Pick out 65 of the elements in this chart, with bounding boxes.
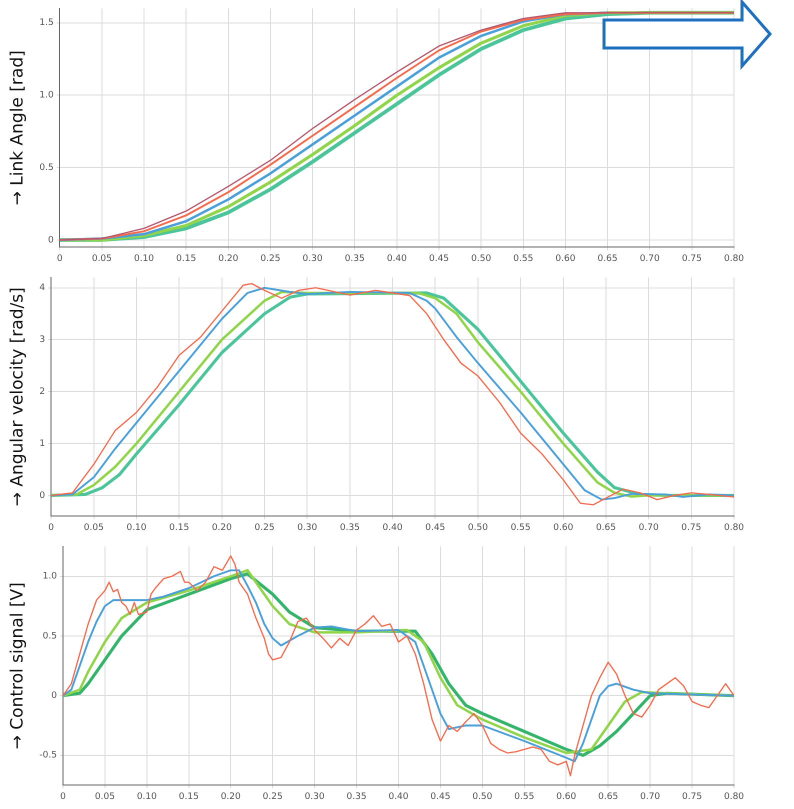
x-tick-label: 0 bbox=[60, 792, 66, 802]
x-tick-label: 0.35 bbox=[346, 792, 367, 802]
x-tick-label: 0.30 bbox=[304, 792, 325, 802]
x-tick-label: 0.60 bbox=[556, 792, 577, 802]
x-tick-label: 0.65 bbox=[596, 522, 616, 533]
y-tick-label: 1.5 bbox=[39, 18, 54, 28]
x-tick-label: 0.10 bbox=[126, 522, 147, 533]
y-tick-label: -0.5 bbox=[39, 750, 57, 761]
x-tick-label: 0.55 bbox=[510, 522, 531, 533]
x-tick-label: 0.40 bbox=[388, 792, 409, 802]
y-axis-title: → Link Angle [rad] bbox=[8, 50, 28, 206]
x-tick-label: 0.10 bbox=[136, 792, 158, 802]
x-tick-label: 0.10 bbox=[134, 254, 154, 264]
x-tick-label: 0.50 bbox=[472, 792, 493, 802]
x-tick-label: 0.45 bbox=[425, 522, 446, 533]
x-tick-label: 0.35 bbox=[340, 522, 360, 533]
y-tick-label: 0 bbox=[48, 235, 54, 246]
x-tick-label: 0.45 bbox=[428, 254, 450, 264]
x-tick-label: 0.55 bbox=[514, 792, 534, 802]
x-tick-label: 0.70 bbox=[638, 522, 659, 533]
y-tick-label: 4 bbox=[39, 283, 46, 294]
y-tick-label: 1.0 bbox=[39, 90, 54, 101]
x-tick-label: 0.05 bbox=[94, 792, 115, 802]
x-tick-label: 0.20 bbox=[218, 254, 239, 264]
y-tick-label: 1 bbox=[39, 438, 46, 449]
x-tick-label: 0.80 bbox=[724, 522, 744, 533]
y-tick-label: 3 bbox=[39, 335, 46, 346]
y-tick-label: 0 bbox=[51, 690, 58, 701]
x-tick-label: 0.70 bbox=[640, 792, 660, 802]
y-tick-label: 0 bbox=[39, 490, 46, 501]
x-tick-label: 0.65 bbox=[598, 254, 618, 264]
x-tick-label: 0.55 bbox=[513, 254, 534, 264]
x-tick-label: 0.40 bbox=[382, 522, 403, 533]
x-tick-label: 0.75 bbox=[681, 522, 702, 533]
x-tick-label: 0.15 bbox=[169, 522, 190, 533]
x-tick-label: 0.50 bbox=[471, 254, 492, 264]
x-tick-label: 0.60 bbox=[553, 522, 574, 533]
x-tick-label: 0.35 bbox=[344, 254, 365, 264]
x-tick-label: 0.40 bbox=[386, 254, 408, 264]
x-tick-label: 0.25 bbox=[262, 792, 283, 802]
y-tick-label: 0.5 bbox=[42, 631, 57, 642]
x-tick-label: 0.75 bbox=[682, 254, 702, 264]
x-tick-label: 0.05 bbox=[92, 254, 112, 264]
x-tick-label: 0.70 bbox=[640, 254, 660, 264]
y-tick-label: 1.0 bbox=[42, 572, 58, 582]
y-tick-label: 2 bbox=[39, 386, 46, 397]
x-tick-label: 0.60 bbox=[555, 254, 576, 264]
x-tick-label: 0.20 bbox=[212, 522, 232, 533]
x-tick-label: 0.50 bbox=[468, 522, 488, 533]
x-tick-label: 0.45 bbox=[430, 792, 450, 802]
y-axis-title: → Control signal [V] bbox=[8, 582, 28, 750]
x-tick-label: 0.25 bbox=[254, 522, 275, 533]
x-tick-label: 0.05 bbox=[84, 522, 104, 533]
x-tick-label: 0.15 bbox=[178, 792, 199, 802]
x-tick-label: 0.30 bbox=[297, 522, 318, 533]
x-tick-label: 0.75 bbox=[682, 792, 702, 802]
x-tick-label: 0.30 bbox=[302, 254, 323, 264]
x-tick-label: 0.20 bbox=[220, 792, 242, 802]
x-tick-label: 0.80 bbox=[724, 792, 744, 802]
x-tick-label: 0.25 bbox=[260, 254, 280, 264]
x-tick-label: 0.80 bbox=[724, 254, 744, 264]
x-tick-label: 0.65 bbox=[598, 792, 618, 802]
y-axis-title: → Angular velocity [rad/s] bbox=[8, 287, 28, 506]
y-tick-label: 0.5 bbox=[39, 162, 54, 173]
x-tick-label: 0.15 bbox=[176, 254, 196, 264]
